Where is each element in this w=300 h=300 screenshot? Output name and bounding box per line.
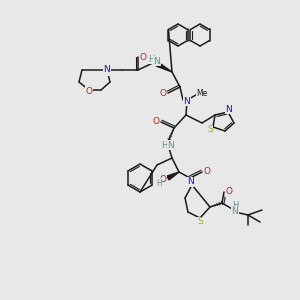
Text: N: N [154,56,160,65]
Text: H: H [156,178,162,188]
Text: H: H [161,140,167,149]
Text: Me: Me [196,89,208,98]
Text: H: H [232,202,238,211]
Text: S: S [207,125,213,134]
Text: N: N [103,64,110,74]
Text: N: N [187,178,194,187]
Text: S: S [197,218,203,226]
Polygon shape [156,62,172,72]
Text: N: N [232,208,238,217]
Polygon shape [167,172,179,180]
Text: N: N [184,97,190,106]
Text: N: N [168,140,174,149]
Text: O: O [85,86,92,95]
Text: O: O [152,118,160,127]
Text: O: O [160,88,167,98]
Text: N: N [103,67,110,76]
Text: O: O [203,167,211,176]
Text: O: O [160,175,167,184]
Text: O: O [226,188,232,196]
Text: O: O [140,52,146,62]
Text: N: N [226,104,232,113]
Text: H: H [148,55,154,64]
